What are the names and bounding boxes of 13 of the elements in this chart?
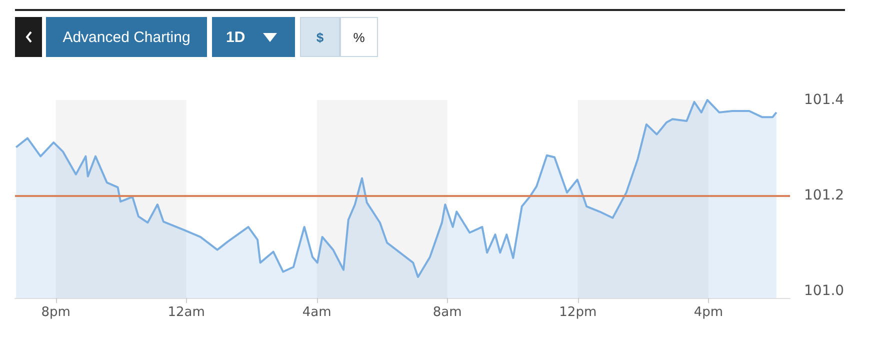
x-tick-label: 12am [168,305,205,320]
x-tick-label: 4am [302,305,332,320]
text: 1D [226,28,246,46]
x-tick-label: 12pm [559,305,597,320]
y-tick-label: 101.2 [804,187,844,204]
y-tick-label: 101.4 [804,92,844,108]
y-tick-label: 101.0 [804,282,844,299]
x-tick-label: 8am [432,305,462,320]
x-tick-label: 8pm [41,305,70,320]
x-tick-label: 4pm [694,305,724,320]
text: $ [300,17,340,57]
text: Advanced Charting [46,17,207,57]
text: % [340,17,378,57]
